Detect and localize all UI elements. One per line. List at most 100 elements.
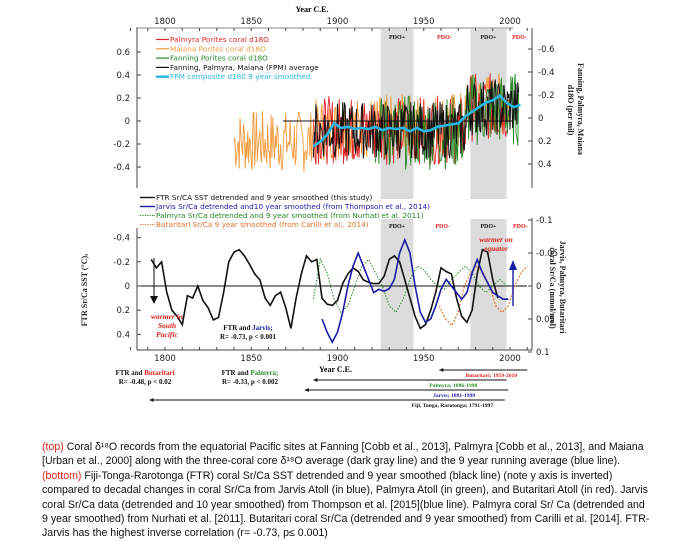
top-panel: PDO+ PDO- PDO+ PDO- 1800 1850 1900 1950 2000 0.6…	[113, 5, 585, 199]
equator-arrow-icon	[509, 260, 517, 306]
bottom-x-tick-label: 1850	[240, 354, 262, 364]
top-right-y-tick-label: 0.4	[538, 160, 552, 170]
top-right-y-tick-label: -0.6	[538, 45, 555, 55]
annotation-ftr-palmyra-part: FTR and	[222, 369, 251, 377]
legend-label: Jarvis Sr/Ca detrended and10 year smooth…	[155, 202, 430, 211]
top-right-axis-label: Fanning, Palmyra, Maiana d18O (per mil)	[566, 63, 585, 157]
pdo-label: PDO-	[435, 224, 450, 230]
top-left-y-tick-label: -0.2	[113, 140, 130, 150]
bottom-x-axis-title: Year C.E.	[319, 365, 352, 374]
legend-label: FTR Sr/CA SST detrended and 9 year smoot…	[156, 193, 373, 202]
series-annual-record	[312, 73, 508, 166]
legend-label: Fanning Porites coral d18O	[170, 54, 268, 63]
top-x-tick-label: 1800	[154, 17, 176, 27]
top-left-y-tick-label: 0.4	[116, 71, 130, 81]
top-right-axis-label-line2: d18O (per mil)	[566, 85, 575, 136]
coverage-bar-arrow-icon	[439, 368, 444, 372]
south-pacific-arrow-icon	[150, 258, 158, 304]
series-ftr-sst	[150, 248, 499, 330]
bottom-x-tick-label: 1950	[413, 354, 435, 364]
bottom-left-y-tick-label: 0.4	[116, 330, 130, 340]
top-right-y-tick-label: 0	[538, 114, 543, 124]
bottom-right-y-tick-label: 0.1	[536, 348, 550, 358]
coverage-bar-label: Palmyra; 1886-1998	[429, 383, 477, 389]
bottom-right-axis-label-line1: Jarvis, Palmyra, Butaritari	[558, 241, 567, 335]
annotation-ftr-palmyra: FTR and Palmyra;	[222, 369, 279, 377]
bottom-x-tick-label: 1900	[327, 354, 349, 364]
bottom-right-y-tick-label: -0.05	[536, 249, 558, 259]
legend-label: Palmyra Sr/Ca detrended and 9 year smoot…	[156, 211, 424, 220]
annotation-ftr-jarvis-part: Jarvis;	[252, 324, 273, 332]
coverage-bar-label: Butaritari; 1959-2010	[465, 373, 517, 379]
annotation-ftr-butaritari: FTR and Butaritari	[115, 369, 174, 377]
caption-top-tag: (top)	[42, 441, 64, 453]
annotation-warmer-south-pacific: warmer in	[151, 312, 183, 321]
coverage-bar-arrow-icon	[304, 388, 309, 392]
top-x-tick-label: 1900	[327, 17, 349, 27]
series-annual-record	[312, 79, 520, 159]
top-x-tick-label: 1950	[413, 17, 435, 27]
pdo-label: PDO+	[389, 224, 406, 230]
bottom-x-tick-label: 2000	[499, 354, 521, 364]
bottom-right-axis-label: Jarvis, Palmyra, Butaritari coral Sr/Ca …	[548, 241, 567, 336]
annotation-warmer-equator: warmer on	[479, 235, 513, 244]
annotation-ftr-butaritari-part: Butaritari	[144, 369, 174, 377]
bottom-right-y-tick-label: 0	[536, 282, 541, 292]
annotation-ftr-butaritari-part: FTR and	[115, 369, 144, 377]
coverage-bar-label: Jarvis; 1881-1999	[433, 393, 475, 399]
series-palmyra-srca	[312, 258, 507, 314]
top-right-y-tick-label: -0.2	[538, 91, 555, 101]
legend-label: Maiana Porites coral d18O	[170, 44, 266, 53]
caption-bottom-text: Fiji-Tonga-Rarotonga (FTR) coral Sr/Ca S…	[42, 469, 650, 540]
top-left-y-tick-label: 0	[125, 117, 130, 127]
pdo-label: PDO+	[480, 224, 497, 230]
top-left-y-tick-label: 0.6	[116, 48, 130, 58]
bottom-right-axis-label-line2: coral Sr/Ca (mmol/mol)	[548, 247, 557, 329]
caption-top-text: Coral δ¹⁸O records from the equatorial P…	[42, 441, 644, 468]
bottom-x-tick-label: 1800	[154, 354, 176, 364]
annotation-ftr-palmyra-part: Palmyra;	[250, 369, 278, 377]
annotation-warmer-south-pacific: Pacific	[156, 330, 178, 339]
annotation-warmer-equator: equator	[484, 244, 508, 253]
top-left-y-tick-label: 0.2	[116, 94, 130, 104]
annotation-ftr-palmyra-stats: R= -0.33, p < 0.002	[222, 378, 279, 386]
top-x-axis-title: Year C.E.	[296, 5, 329, 14]
bottom-left-y-tick-label: -0.4	[113, 234, 130, 244]
bottom-right-y-tick-label: -0.1	[536, 216, 553, 226]
top-right-y-tick-label: 0.2	[538, 137, 552, 147]
legend-label: FPM composite d180 9 year smoothed	[170, 72, 310, 81]
coverage-bar-arrow-icon	[313, 378, 318, 382]
bottom-left-y-tick-label: -0.2	[113, 258, 130, 268]
coverage-bar-label: Fiji, Tonga, Rarotonga; 1791-1997	[412, 403, 494, 409]
annotation-warmer-south-pacific: South	[158, 321, 176, 330]
coverage-bar-arrow-icon	[149, 398, 154, 402]
legend-label: Fanning, Palmyra, Maiana (FPM) average	[170, 63, 319, 72]
pdo-label: PDO-	[513, 224, 528, 230]
caption-bottom-tag: (bottom)	[42, 469, 82, 482]
pdo-label: PDO-	[437, 35, 452, 41]
series-jarvis-srca	[321, 237, 509, 344]
top-x-tick-label: 2000	[499, 17, 521, 27]
pdo-label: PDO+	[389, 35, 406, 41]
top-right-y-tick-label: -0.4	[538, 68, 555, 78]
annotation-ftr-butaritari-stats: R= -0.48, p < 0.02	[119, 378, 172, 386]
top-x-tick-label: 1850	[240, 17, 262, 27]
figure-caption: (top) Coral δ¹⁸O records from the equato…	[42, 440, 652, 541]
pdo-label: PDO-	[512, 35, 527, 41]
top-left-y-tick-label: -0.4	[113, 163, 130, 173]
pdo-shaded-region	[380, 219, 414, 350]
bottom-left-y-tick-label: 0.2	[116, 306, 130, 316]
annotation-ftr-jarvis-part: FTR and	[223, 324, 252, 332]
pdo-label: PDO+	[480, 35, 497, 41]
annotation-ftr-jarvis-stats: R= -0.73, p < 0.001	[220, 333, 277, 341]
series-fpm-smoothed	[312, 94, 521, 148]
legend-label: Butaritari Sr/Ca 9 year smoothed (from C…	[156, 220, 369, 229]
top-right-axis-label-line1: Fanning, Palmyra, Maiana	[576, 63, 585, 155]
bottom-right-y-tick-label: 0.05	[536, 315, 555, 325]
bottom-left-axis-label: FTR Sr/Ca SST (°C),	[80, 254, 89, 326]
bottom-panel: PDO+ PDO- PDO+ PDO- 1800 1850 1900 1950 2000 -0.…	[80, 193, 567, 409]
bottom-left-y-tick-label: 0	[125, 282, 130, 292]
series-annual-record	[375, 73, 520, 170]
legend-label: Palmyra Porites coral d18O	[170, 35, 269, 44]
figure: PDO+ PDO- PDO+ PDO- 1800 1850 1900 1950 2000 0.6…	[80, 5, 585, 409]
